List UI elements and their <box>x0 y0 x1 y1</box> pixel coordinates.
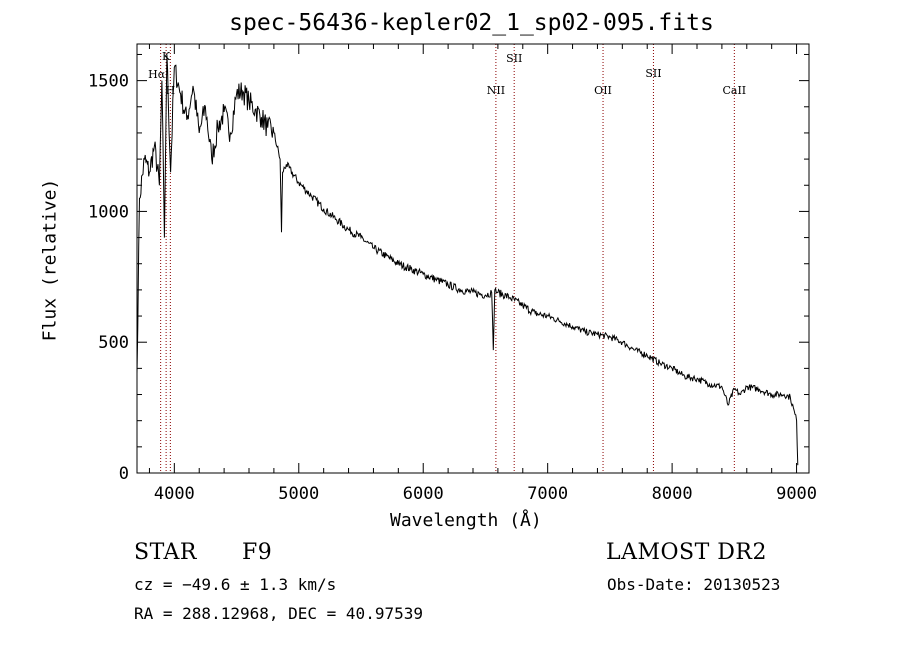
line-label: Hα <box>148 68 166 81</box>
y-axis-label: Flux (relative) <box>39 178 61 342</box>
survey-name: LAMOST DR2 <box>606 540 767 565</box>
line-label: OII <box>594 84 612 97</box>
spectral-subclass: F9 <box>242 540 273 565</box>
y-tick-label: 1000 <box>88 202 129 222</box>
obs-date-text: Obs-Date: 20130523 <box>607 575 781 594</box>
x-tick-label: 8000 <box>652 484 693 504</box>
plot-axes: 4000 5000 6000 7000 8000 9000 0 500 1000 1500 <box>88 43 817 504</box>
line-label: CaII <box>722 84 746 97</box>
y-tick-label: 0 <box>119 464 129 484</box>
x-tick-label: 7000 <box>527 484 568 504</box>
emission-line-markers <box>160 44 735 473</box>
line-label: SII <box>506 52 522 65</box>
x-tick-label: 4000 <box>154 484 195 504</box>
line-label: H <box>166 84 176 97</box>
spectrum-line <box>136 54 799 466</box>
line-label: NII <box>487 84 505 97</box>
y-tick-label: 500 <box>98 333 129 353</box>
spectrum-series <box>136 54 799 466</box>
object-type: STAR <box>134 540 197 565</box>
x-tick-label: 9000 <box>776 484 817 504</box>
chart-title: spec-56436-kepler02_1_sp02-095.fits <box>229 10 714 36</box>
x-tick-label: 6000 <box>403 484 444 504</box>
y-tick-label: 1500 <box>88 72 129 92</box>
coordinates-text: RA = 288.12968, DEC = 40.97539 <box>134 604 423 623</box>
plot-frame <box>136 43 810 474</box>
x-tick-label: 5000 <box>278 484 319 504</box>
x-axis-label: Wavelength (Å) <box>390 510 542 531</box>
redshift-text: cz = −49.6 ± 1.3 km/s <box>134 575 337 594</box>
line-label: SII <box>645 67 661 80</box>
